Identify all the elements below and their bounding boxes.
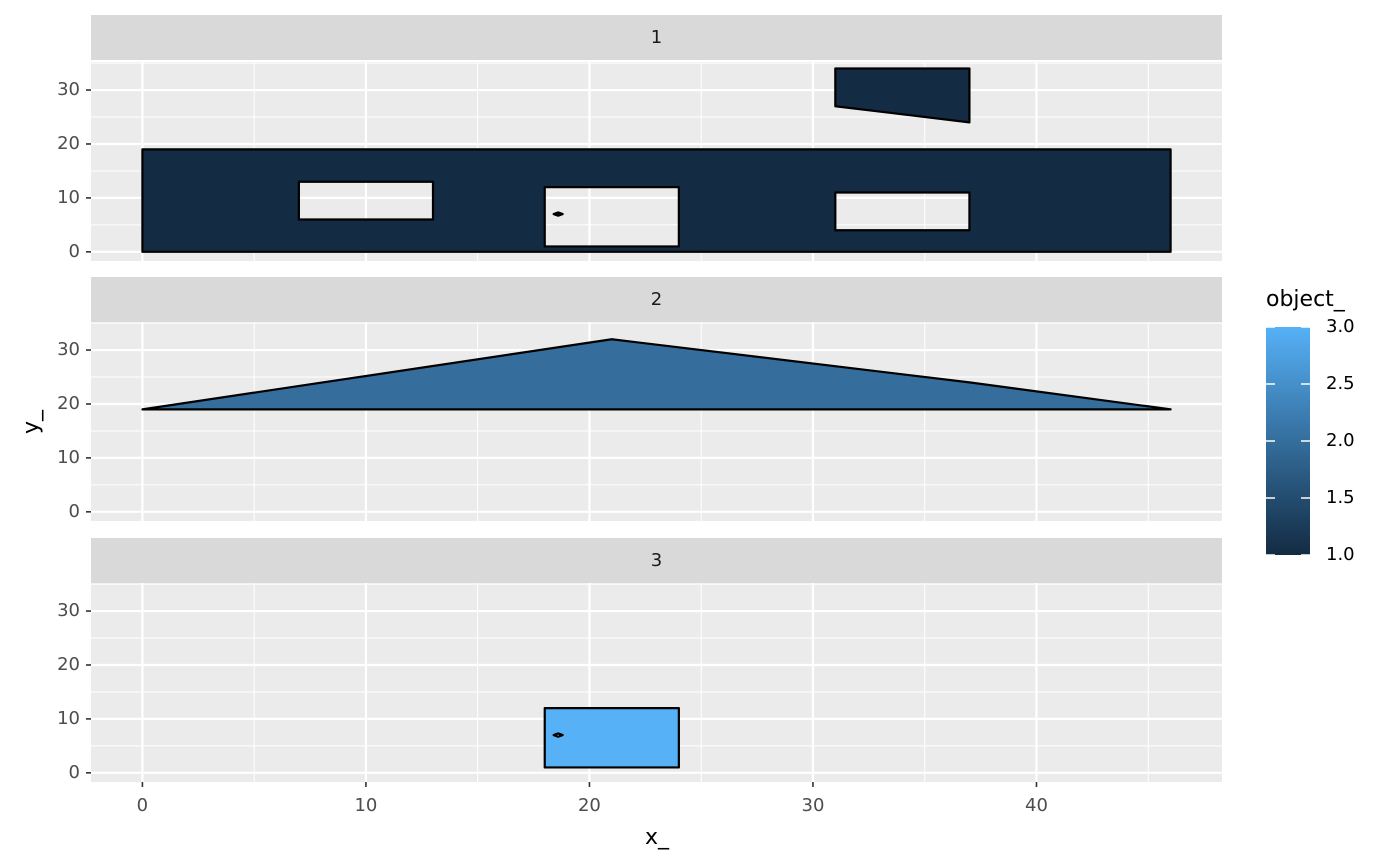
y-axis-title: y_	[19, 409, 44, 434]
y-tick-label: 30	[57, 79, 80, 100]
x-tick-label: 20	[578, 795, 601, 816]
x-tick-label: 0	[137, 795, 148, 816]
polygon	[834, 67, 971, 124]
strip-label: 3	[651, 550, 662, 571]
strip-label: 1	[651, 27, 662, 48]
colorbar-label: 3.0	[1326, 316, 1355, 337]
legend-title: object_	[1266, 287, 1346, 312]
colorbar-label: 2.0	[1326, 430, 1355, 451]
y-tick-label: 0	[69, 241, 80, 262]
y-tick-label: 10	[57, 187, 80, 208]
x-tick-label: 30	[802, 795, 825, 816]
y-tick-label: 0	[69, 501, 80, 522]
y-tick-label: 30	[57, 600, 80, 621]
x-tick-label: 10	[354, 795, 377, 816]
y-tick-label: 20	[57, 654, 80, 675]
colorbar-label: 1.0	[1326, 544, 1355, 565]
polygon	[543, 707, 680, 769]
colorbar-label: 1.5	[1326, 487, 1355, 508]
y-tick-label: 20	[57, 393, 80, 414]
colorbar-label: 2.5	[1326, 373, 1355, 394]
y-tick-label: 0	[69, 762, 80, 783]
y-tick-label: 10	[57, 708, 80, 729]
x-tick-label: 40	[1025, 795, 1048, 816]
strip	[91, 277, 1222, 322]
strip-label: 2	[651, 289, 662, 310]
polygon	[141, 148, 1172, 253]
polygon	[141, 338, 1172, 411]
y-tick-label: 20	[57, 133, 80, 154]
strip	[91, 538, 1222, 583]
x-axis-title: x_	[645, 825, 670, 850]
y-tick-label: 10	[57, 447, 80, 468]
strip	[91, 15, 1222, 60]
y-tick-label: 30	[57, 339, 80, 360]
